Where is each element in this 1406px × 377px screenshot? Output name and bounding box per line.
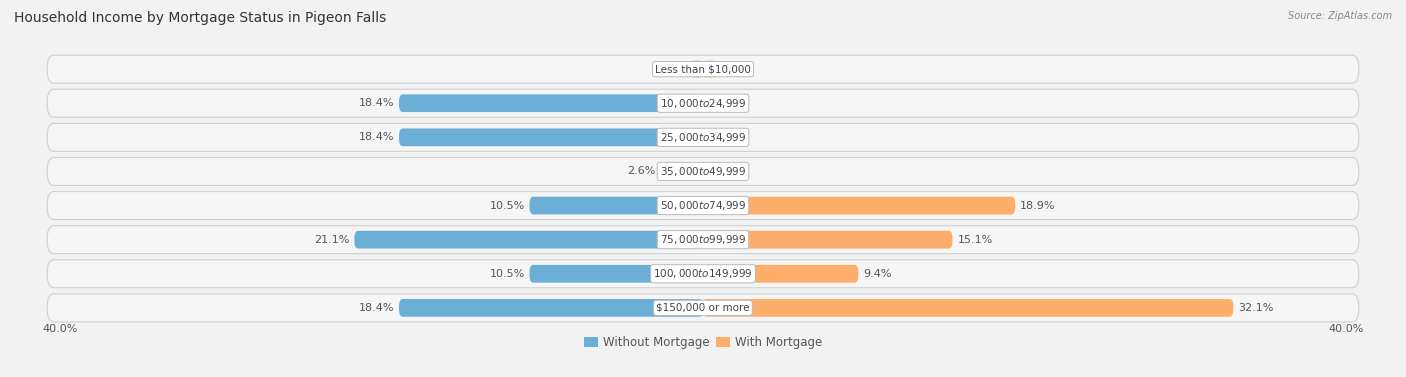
FancyBboxPatch shape	[530, 197, 703, 215]
Text: 21.1%: 21.1%	[314, 234, 350, 245]
Text: 40.0%: 40.0%	[1329, 324, 1364, 334]
Text: $25,000 to $34,999: $25,000 to $34,999	[659, 131, 747, 144]
FancyBboxPatch shape	[703, 231, 952, 248]
Text: 18.4%: 18.4%	[359, 98, 394, 108]
Text: $50,000 to $74,999: $50,000 to $74,999	[659, 199, 747, 212]
FancyBboxPatch shape	[703, 162, 716, 180]
FancyBboxPatch shape	[48, 55, 1358, 83]
Text: 0.0%: 0.0%	[721, 166, 749, 176]
FancyBboxPatch shape	[703, 94, 716, 112]
Text: 0.0%: 0.0%	[721, 64, 749, 74]
FancyBboxPatch shape	[703, 265, 858, 283]
FancyBboxPatch shape	[703, 197, 1015, 215]
FancyBboxPatch shape	[354, 231, 703, 248]
Text: 32.1%: 32.1%	[1239, 303, 1274, 313]
FancyBboxPatch shape	[48, 226, 1358, 254]
FancyBboxPatch shape	[48, 158, 1358, 185]
Text: 0.0%: 0.0%	[657, 64, 685, 74]
Text: 18.9%: 18.9%	[1021, 201, 1056, 211]
Text: 10.5%: 10.5%	[489, 201, 524, 211]
FancyBboxPatch shape	[399, 129, 703, 146]
FancyBboxPatch shape	[703, 129, 716, 146]
Text: 18.4%: 18.4%	[359, 132, 394, 143]
FancyBboxPatch shape	[659, 162, 703, 180]
Legend: Without Mortgage, With Mortgage: Without Mortgage, With Mortgage	[583, 336, 823, 349]
FancyBboxPatch shape	[48, 192, 1358, 219]
Text: Source: ZipAtlas.com: Source: ZipAtlas.com	[1288, 11, 1392, 21]
FancyBboxPatch shape	[399, 94, 703, 112]
Text: $35,000 to $49,999: $35,000 to $49,999	[659, 165, 747, 178]
Text: $75,000 to $99,999: $75,000 to $99,999	[659, 233, 747, 246]
Text: Household Income by Mortgage Status in Pigeon Falls: Household Income by Mortgage Status in P…	[14, 11, 387, 25]
Text: 15.1%: 15.1%	[957, 234, 993, 245]
Text: Less than $10,000: Less than $10,000	[655, 64, 751, 74]
FancyBboxPatch shape	[690, 60, 703, 78]
FancyBboxPatch shape	[703, 60, 716, 78]
FancyBboxPatch shape	[48, 89, 1358, 117]
Text: $10,000 to $24,999: $10,000 to $24,999	[659, 97, 747, 110]
Text: 0.0%: 0.0%	[721, 132, 749, 143]
FancyBboxPatch shape	[703, 299, 1233, 317]
Text: 18.4%: 18.4%	[359, 303, 394, 313]
FancyBboxPatch shape	[399, 299, 703, 317]
Text: $150,000 or more: $150,000 or more	[657, 303, 749, 313]
FancyBboxPatch shape	[530, 265, 703, 283]
Text: 40.0%: 40.0%	[42, 324, 77, 334]
Text: $100,000 to $149,999: $100,000 to $149,999	[654, 267, 752, 280]
FancyBboxPatch shape	[48, 123, 1358, 151]
Text: 2.6%: 2.6%	[627, 166, 655, 176]
Text: 10.5%: 10.5%	[489, 269, 524, 279]
Text: 9.4%: 9.4%	[863, 269, 891, 279]
FancyBboxPatch shape	[48, 294, 1358, 322]
Text: 0.0%: 0.0%	[721, 98, 749, 108]
FancyBboxPatch shape	[48, 260, 1358, 288]
